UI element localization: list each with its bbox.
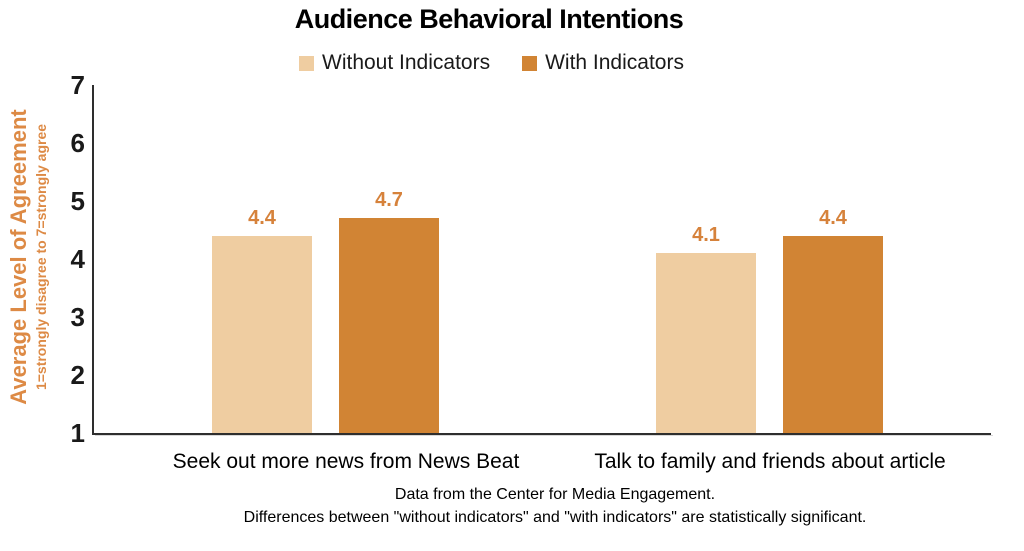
y-tick-label-6: 6 (70, 128, 85, 158)
y-tick-label-1: 1 (70, 418, 85, 448)
bar-value-label: 4.4 (248, 206, 276, 229)
bar-column: 4.7 (339, 189, 439, 433)
legend-swatch-without-indicators-icon (299, 55, 314, 71)
bar-column: 4.4 (783, 207, 883, 433)
category-label-1: Seek out more news from News Beat (172, 450, 520, 473)
legend-label-with-indicators: With Indicators (545, 51, 684, 74)
bar-value-label: 4.7 (375, 189, 403, 212)
category-label-2: Talk to family and friends about article (594, 450, 946, 473)
legend-swatch-with-indicators-icon (522, 55, 538, 71)
bar-column: 4.1 (656, 224, 756, 433)
bar-with-indicators (783, 235, 883, 433)
bar-without-indicators (656, 253, 756, 433)
legend-label-without-indicators: Without Indicators (322, 51, 491, 74)
legend-item-with-indicators: With Indicators (522, 51, 684, 75)
y-tick-label-2: 2 (70, 360, 85, 390)
chart-title: Audience Behavioral Intentions (294, 4, 684, 34)
x-axis-line (92, 433, 991, 435)
y-axis-line (92, 85, 94, 435)
legend-item-without-indicators: Without Indicators (299, 51, 490, 75)
y-tick-label-4: 4 (70, 244, 85, 274)
x-axis-line-shadow (95, 435, 993, 436)
bar-value-label: 4.1 (692, 224, 720, 247)
footnote: Data from the Center for Media Engagemen… (55, 483, 1024, 529)
bar-without-indicators (212, 235, 312, 433)
footnote-line-1: Data from the Center for Media Engagemen… (394, 486, 716, 503)
bar-column: 4.4 (212, 207, 312, 433)
bar-group-1: 4.4 4.7 (212, 85, 439, 433)
bar-group-2: 4.1 4.4 (656, 85, 883, 433)
y-tick-label-3: 3 (70, 302, 85, 332)
y-tick-label-7: 7 (70, 70, 85, 100)
footnote-line-2: Differences between "without indicators"… (243, 509, 867, 526)
legend: Without Indicators With Indicators (299, 51, 684, 75)
y-tick-label-5: 5 (70, 186, 85, 216)
y-axis-title: Average Level of Agreement (6, 109, 31, 405)
bar-value-label: 4.4 (819, 206, 847, 229)
bar-with-indicators (339, 218, 439, 433)
